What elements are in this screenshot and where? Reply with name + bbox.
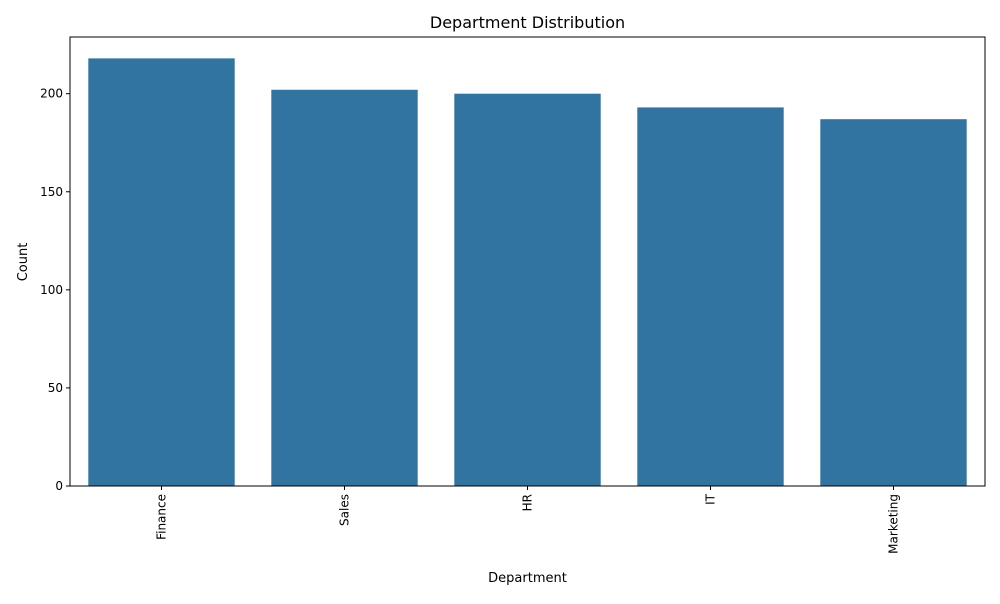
bar-sales bbox=[271, 89, 418, 486]
y-tick-label: 150 bbox=[40, 185, 63, 199]
y-axis-label: Count bbox=[16, 243, 31, 282]
y-tick-label: 50 bbox=[48, 381, 63, 395]
x-tick-label: Marketing bbox=[887, 494, 901, 554]
y-tick-label: 200 bbox=[40, 87, 63, 101]
bar-it bbox=[637, 107, 784, 486]
x-tick-label: HR bbox=[521, 494, 535, 511]
bar-hr bbox=[454, 93, 601, 486]
y-axis-ticks: 0 50 100 150 200 bbox=[40, 87, 70, 493]
x-axis-ticks: Finance Sales HR IT Marketing bbox=[155, 486, 901, 554]
x-tick-label: IT bbox=[704, 493, 718, 505]
bars-group bbox=[88, 58, 967, 487]
x-tick-label: Sales bbox=[338, 494, 352, 526]
y-tick-label: 0 bbox=[55, 479, 63, 493]
bar-marketing bbox=[820, 119, 967, 487]
x-axis-label: Department bbox=[488, 571, 567, 586]
chart-title: Department Distribution bbox=[430, 13, 625, 32]
y-tick-label: 100 bbox=[40, 283, 63, 297]
x-tick-label: Finance bbox=[155, 494, 169, 540]
plot-frame bbox=[69, 36, 986, 487]
bar-finance bbox=[88, 58, 235, 486]
